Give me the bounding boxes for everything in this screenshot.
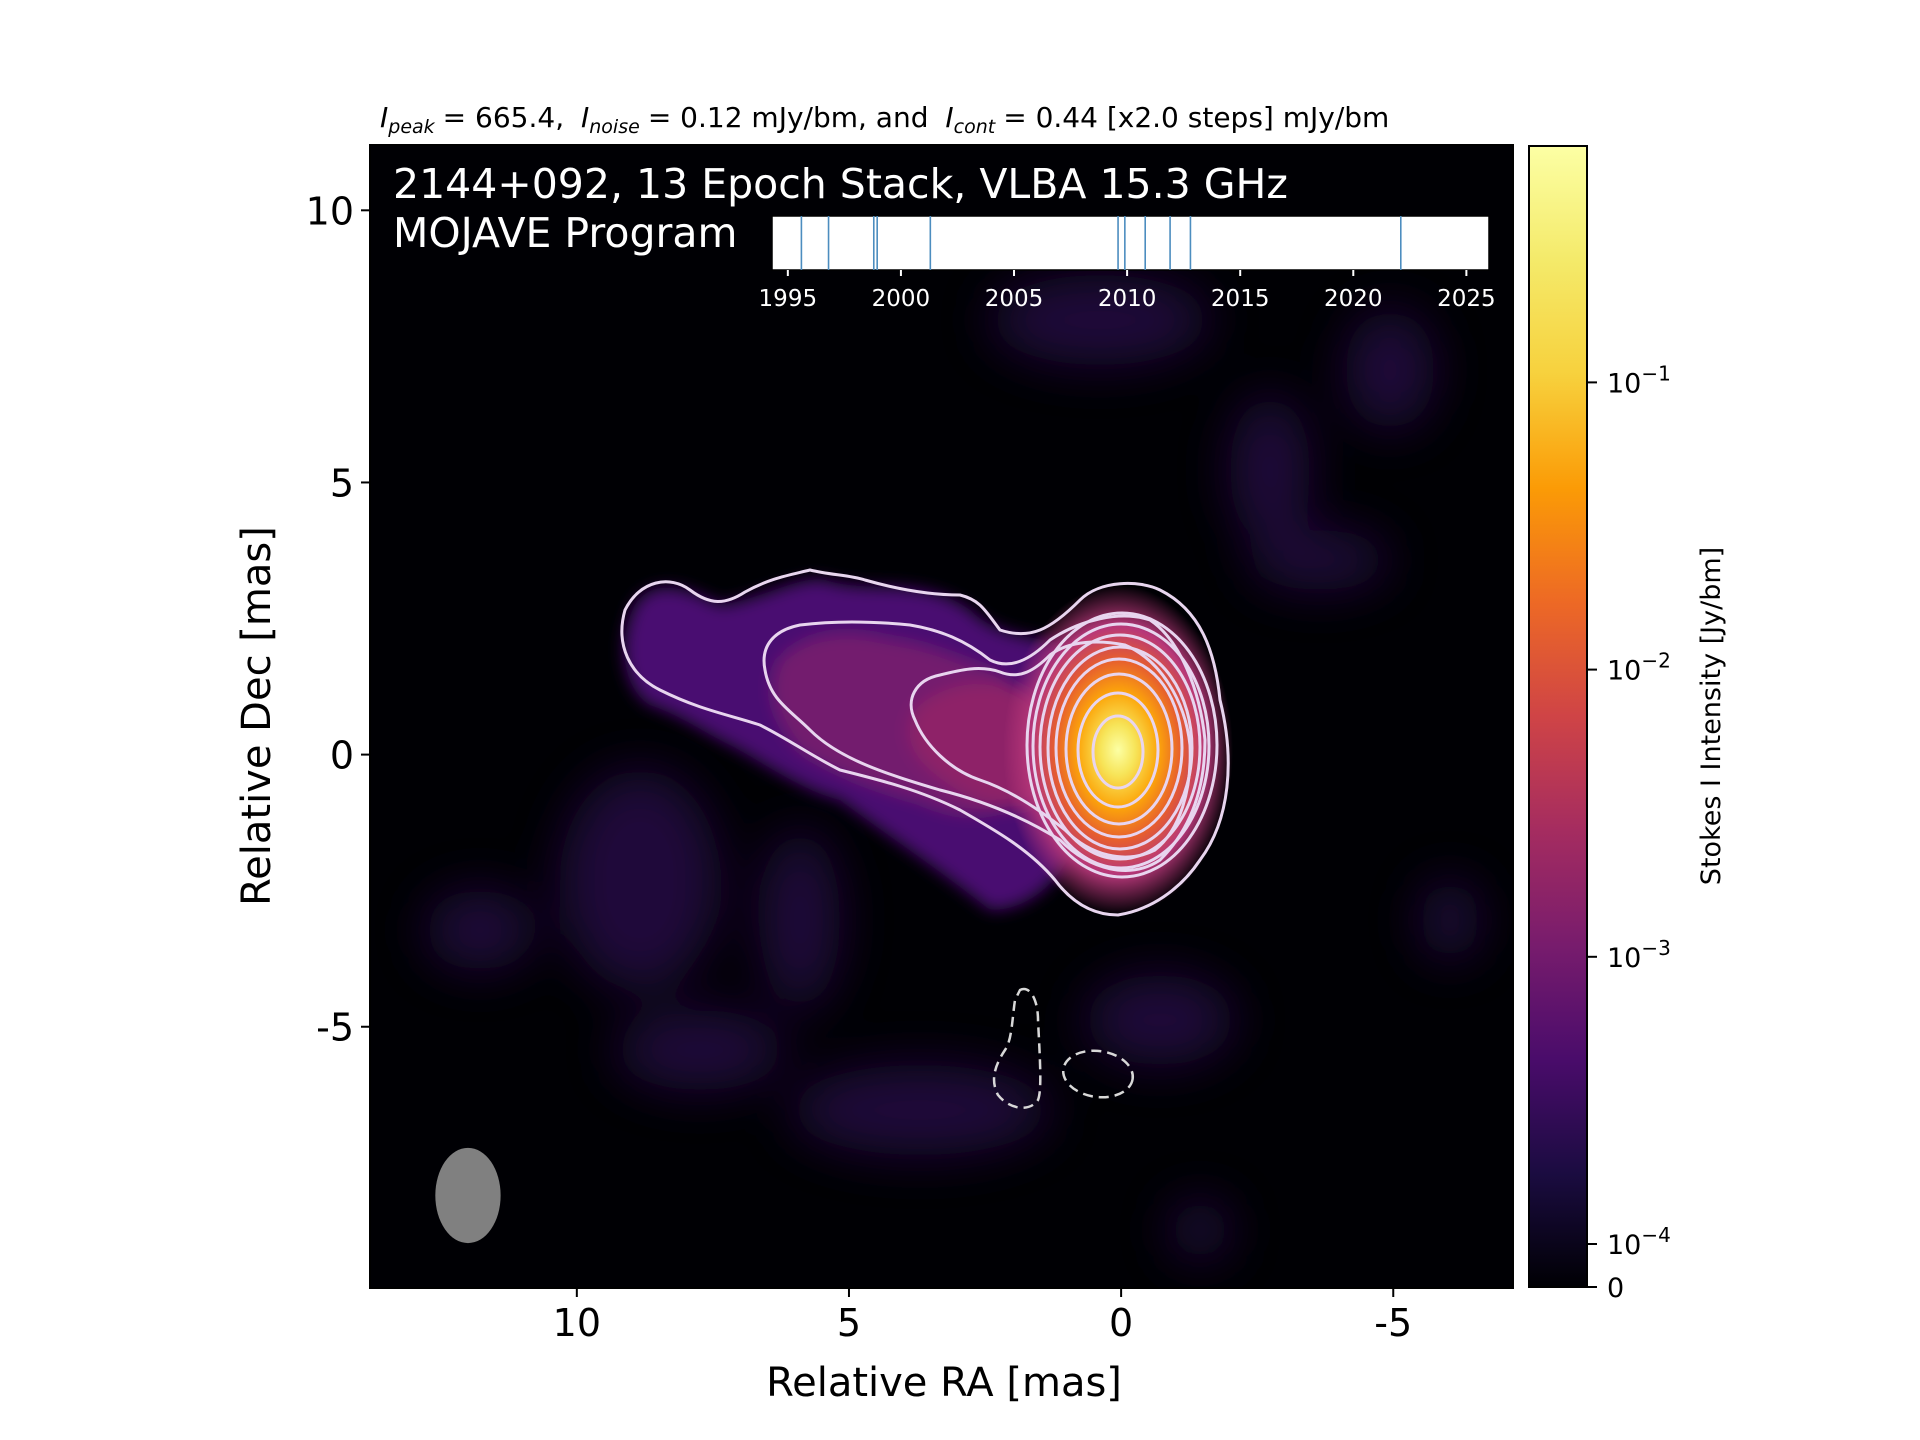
chart-title: 2144+092, 13 Epoch Stack, VLBA 15.3 GHz — [393, 160, 1288, 208]
x-tick-label: -5 — [1374, 1301, 1412, 1345]
chart-subtitle: MOJAVE Program — [393, 209, 737, 257]
colorbar — [1528, 145, 1588, 1288]
peak-subscript: peak — [387, 116, 435, 138]
contour-level-6 — [1038, 633, 1202, 861]
positive-contours — [620, 568, 1230, 917]
contour-level-11 — [1091, 714, 1145, 790]
contour-level-7 — [1046, 645, 1194, 851]
colorbar-label: Stokes I Intensity [Jy/bm] — [1696, 547, 1727, 885]
colorbar-tick-label: 10−1 — [1607, 361, 1671, 399]
y-axis-label: Relative Dec [mas] — [234, 526, 280, 906]
cont-subscript: cont — [954, 116, 997, 138]
colorbar-tick-label: 0 — [1607, 1273, 1624, 1304]
contour-level-5 — [1031, 622, 1211, 870]
negative-contours — [992, 987, 1135, 1109]
beam-ellipse — [435, 1147, 501, 1244]
y-tick-label: 10 — [306, 189, 354, 233]
x-tick-label: 0 — [1109, 1301, 1133, 1345]
cont-value: = 0.44 [x2.0 steps] mJy/bm — [1003, 101, 1389, 134]
epoch-tick-label: 2010 — [1098, 286, 1157, 312]
noise-symbol: I — [581, 101, 589, 134]
y-axis-ticks: 10 5 0 -5 — [306, 189, 370, 1050]
epoch-tick-label: 1995 — [759, 286, 818, 312]
peak-value: = 665.4, — [443, 101, 564, 134]
colorbar-tick-label: 10−3 — [1607, 936, 1671, 974]
y-tick-label: -5 — [316, 1006, 354, 1050]
epoch-timeline-panel — [771, 215, 1490, 271]
contour-level-8 — [1054, 657, 1184, 839]
epoch-timeline: 1995 2000 2005 2010 2015 2020 2025 — [759, 215, 1496, 312]
epoch-axis-ticks: 1995 2000 2005 2010 2015 2020 2025 — [759, 270, 1496, 312]
peak-symbol: I — [380, 101, 388, 134]
noise-subscript: noise — [589, 116, 640, 138]
contour-level-4 — [1025, 611, 1219, 879]
y-tick-label: 0 — [330, 734, 354, 778]
y-tick-label: 5 — [330, 461, 354, 505]
x-tick-label: 10 — [553, 1301, 601, 1345]
colorbar-tick-label: 10−2 — [1607, 649, 1671, 687]
colorbar-tick-label: 10−4 — [1607, 1223, 1671, 1261]
jet-emission — [624, 579, 1084, 910]
x-axis-label: Relative RA [mas] — [766, 1360, 1122, 1406]
epoch-tick-label: 2025 — [1437, 286, 1496, 312]
image-layer — [425, 275, 1480, 1260]
noise-value: = 0.12 mJy/bm, and — [648, 101, 929, 134]
contour-level-3 — [909, 640, 1192, 859]
colorbar-ticks: 10−1 10−2 10−3 10−4 0 — [1587, 361, 1671, 1304]
contour-level-1 — [620, 568, 1230, 917]
x-axis-ticks: 10 5 0 -5 — [553, 1288, 1412, 1345]
plot-frame — [369, 144, 1514, 1289]
beam-layer — [435, 1147, 501, 1244]
background-noise — [425, 275, 1480, 1260]
contour-level-10 — [1076, 691, 1160, 809]
epoch-lines — [800, 216, 1402, 270]
cont-symbol: I — [945, 101, 953, 134]
x-tick-label: 5 — [837, 1301, 861, 1345]
epoch-tick-label: 2015 — [1211, 286, 1270, 312]
epoch-tick-label: 2005 — [985, 286, 1044, 312]
contour-level-2 — [762, 614, 1207, 872]
epoch-tick-label: 2000 — [872, 286, 931, 312]
epoch-tick-label: 2020 — [1324, 286, 1383, 312]
negative-contour — [1061, 1049, 1135, 1099]
negative-contour — [992, 987, 1042, 1109]
contour-level-9 — [1064, 672, 1174, 826]
plot-header: Ipeak = 665.4, Inoise = 0.12 mJy/bm, and I… — [380, 101, 1389, 138]
